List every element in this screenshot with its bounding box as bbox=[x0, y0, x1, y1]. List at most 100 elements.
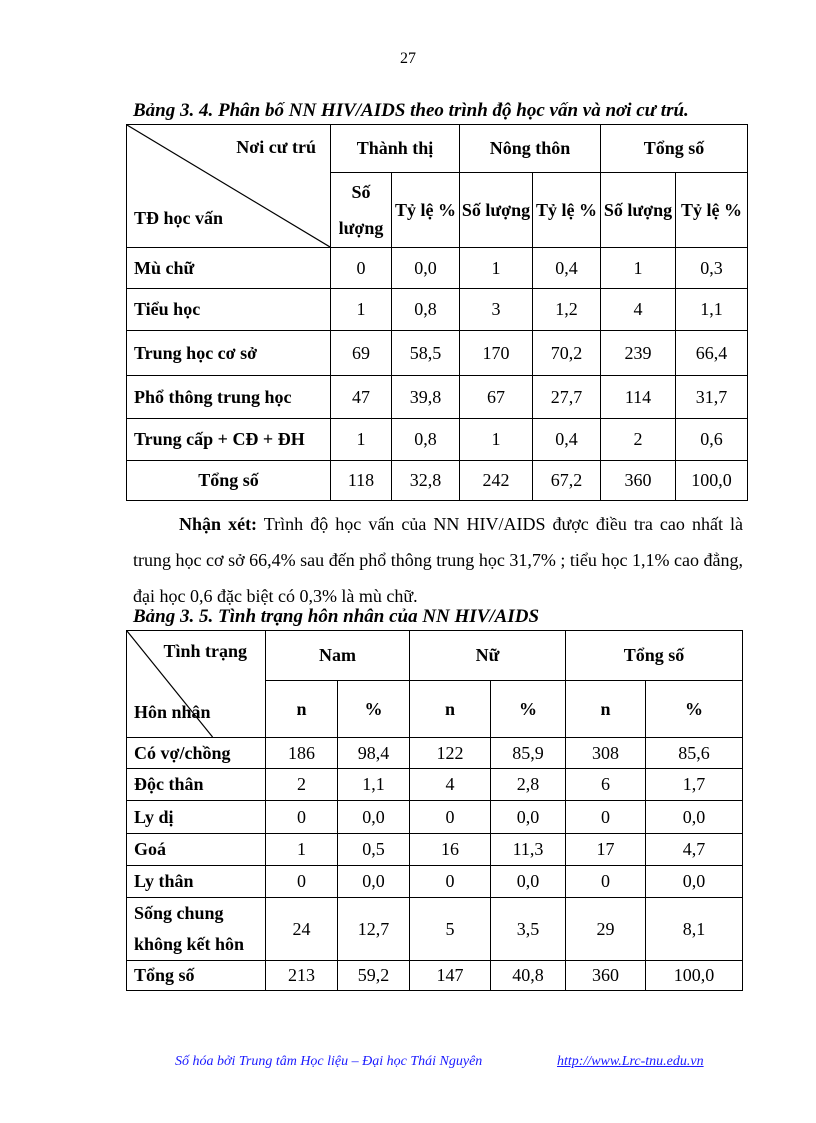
row-label: Độc thân bbox=[126, 768, 266, 801]
cell-value: 32,8 bbox=[390, 460, 461, 501]
row-label: Có vợ/chồng bbox=[126, 737, 266, 769]
table-row: Có vợ/chồng 186 98,4 122 85,9 308 85,6 bbox=[126, 737, 743, 769]
cell-value: 4 bbox=[600, 288, 677, 331]
cell-value: 4,7 bbox=[645, 833, 743, 866]
cell-value: 58,5 bbox=[390, 330, 461, 376]
cell-value: 0,8 bbox=[390, 288, 461, 331]
cell-value: 0 bbox=[409, 865, 491, 898]
cell-value: 39,8 bbox=[390, 375, 461, 419]
cell-value: 0 bbox=[265, 865, 338, 898]
cell-value: 12,7 bbox=[337, 897, 410, 961]
footer-credit: Số hóa bởi Trung tâm Học liệu – Đại học … bbox=[175, 1054, 483, 1069]
cell-value: 67,2 bbox=[532, 460, 602, 501]
cell-value: 2,8 bbox=[490, 768, 566, 801]
cell-value: 122 bbox=[409, 737, 491, 769]
cell-value: 118 bbox=[330, 460, 392, 501]
cell-value: 0,0 bbox=[490, 865, 566, 898]
cell-value: 0 bbox=[565, 865, 646, 898]
cell-value: 59,2 bbox=[337, 960, 410, 991]
cell-value: 1,1 bbox=[337, 768, 410, 801]
cell-value: 360 bbox=[600, 460, 677, 501]
cell-value: 17 bbox=[565, 833, 646, 866]
row-label: Trung học cơ sở bbox=[126, 330, 331, 376]
cell-value: 170 bbox=[459, 330, 534, 376]
cell-value: 47 bbox=[330, 375, 392, 419]
cell-value: 0,0 bbox=[337, 865, 410, 898]
cell-value: 29 bbox=[565, 897, 646, 961]
cell-value: 24 bbox=[265, 897, 338, 961]
group-header: Tổng số bbox=[600, 124, 749, 173]
cell-value: 0,0 bbox=[645, 800, 743, 834]
row-label: Ly dị bbox=[126, 800, 266, 834]
comment-label: Nhận xét: bbox=[179, 514, 258, 534]
row-label: Mù chữ bbox=[126, 247, 331, 289]
table1-corner-header: Nơi cư trú TĐ học vấn bbox=[126, 124, 331, 248]
cell-value: 1 bbox=[600, 247, 677, 289]
corner-bottom-label: Hôn nhân bbox=[134, 702, 211, 722]
group-header: Nữ bbox=[409, 630, 566, 681]
cell-value: 0,0 bbox=[490, 800, 566, 834]
table-row: Ly dị 0 0,0 0 0,0 0 0,0 bbox=[126, 800, 743, 834]
cell-value: 8,1 bbox=[645, 897, 743, 961]
cell-value: 3,5 bbox=[490, 897, 566, 961]
cell-value: 0,0 bbox=[390, 247, 461, 289]
cell-value: 1,2 bbox=[532, 288, 602, 331]
cell-value: 85,9 bbox=[490, 737, 566, 769]
sub-header: Tỷ lệ % bbox=[532, 172, 602, 248]
cell-value: 186 bbox=[265, 737, 338, 769]
cell-value: 0,0 bbox=[337, 800, 410, 834]
table2-corner-header: Tình trạng Hôn nhân bbox=[126, 630, 266, 738]
table-marital-status: Tình trạng Hôn nhân Nam Nữ Tổng số n% n% n… bbox=[126, 630, 743, 991]
corner-bottom-label: TĐ học vấn bbox=[134, 208, 224, 228]
row-label: Sống chung không kết hôn bbox=[126, 897, 266, 961]
cell-value: 114 bbox=[600, 375, 677, 419]
table-education-residence: Nơi cư trú TĐ học vấn Thành thị Nông thô… bbox=[126, 124, 749, 501]
sub-header: % bbox=[337, 680, 410, 738]
group-header: Nam bbox=[265, 630, 410, 681]
row-label: Ly thân bbox=[126, 865, 266, 898]
corner-top-label: Nơi cư trú bbox=[236, 137, 316, 157]
cell-value: 85,6 bbox=[645, 737, 743, 769]
group-header: Tổng số bbox=[565, 630, 743, 681]
table-row: Trung cấp + CĐ + ĐH 1 0,8 1 0,4 2 0,6 bbox=[126, 418, 749, 461]
cell-value: 213 bbox=[265, 960, 338, 991]
corner-top-label: Tình trạng bbox=[163, 641, 247, 661]
table-row: Độc thân 2 1,1 4 2,8 6 1,7 bbox=[126, 768, 743, 801]
cell-value: 66,4 bbox=[675, 330, 749, 376]
comment-text: Trình độ học vấn của NN HIV/AIDS được đi… bbox=[133, 514, 743, 606]
cell-value: 0 bbox=[330, 247, 392, 289]
table-row: Tổng số 118 32,8 242 67,2 360 100,0 bbox=[126, 460, 749, 501]
cell-value: 308 bbox=[565, 737, 646, 769]
cell-value: 27,7 bbox=[532, 375, 602, 419]
cell-value: 5 bbox=[409, 897, 491, 961]
footer-link[interactable]: http://www.Lrc-tnu.edu.vn bbox=[557, 1054, 704, 1069]
page-number: 27 bbox=[400, 50, 416, 67]
cell-value: 3 bbox=[459, 288, 534, 331]
cell-value: 2 bbox=[600, 418, 677, 461]
sub-header: % bbox=[645, 680, 743, 738]
sub-header: n bbox=[409, 680, 491, 738]
cell-value: 0 bbox=[409, 800, 491, 834]
cell-value: 0 bbox=[265, 800, 338, 834]
sub-header: n bbox=[565, 680, 646, 738]
cell-value: 0,5 bbox=[337, 833, 410, 866]
table-row: Goá 1 0,5 16 11,3 17 4,7 bbox=[126, 833, 743, 866]
table-row: Phổ thông trung học 47 39,8 67 27,7 114 31,7 bbox=[126, 375, 749, 419]
cell-value: 98,4 bbox=[337, 737, 410, 769]
cell-value: 1 bbox=[330, 418, 392, 461]
sub-header: Tỷ lệ % bbox=[390, 172, 461, 248]
table1-caption: Bảng 3. 4. Phân bố NN HIV/AIDS theo trìn… bbox=[133, 100, 689, 121]
table-row: Mù chữ 0 0,0 1 0,4 1 0,3 bbox=[126, 247, 749, 289]
table-row: Trung học cơ sở 69 58,5 170 70,2 239 66,4 bbox=[126, 330, 749, 376]
cell-value: 6 bbox=[565, 768, 646, 801]
cell-value: 11,3 bbox=[490, 833, 566, 866]
sub-header: Tỷ lệ % bbox=[675, 172, 749, 248]
comment-paragraph: Nhận xét: Trình độ học vấn của NN HIV/AI… bbox=[133, 506, 743, 614]
cell-value: 0 bbox=[565, 800, 646, 834]
sub-header: Số lượng bbox=[330, 172, 392, 248]
table-row: Ly thân 0 0,0 0 0,0 0 0,0 bbox=[126, 865, 743, 898]
cell-value: 70,2 bbox=[532, 330, 602, 376]
cell-value: 0,8 bbox=[390, 418, 461, 461]
cell-value: 1 bbox=[265, 833, 338, 866]
